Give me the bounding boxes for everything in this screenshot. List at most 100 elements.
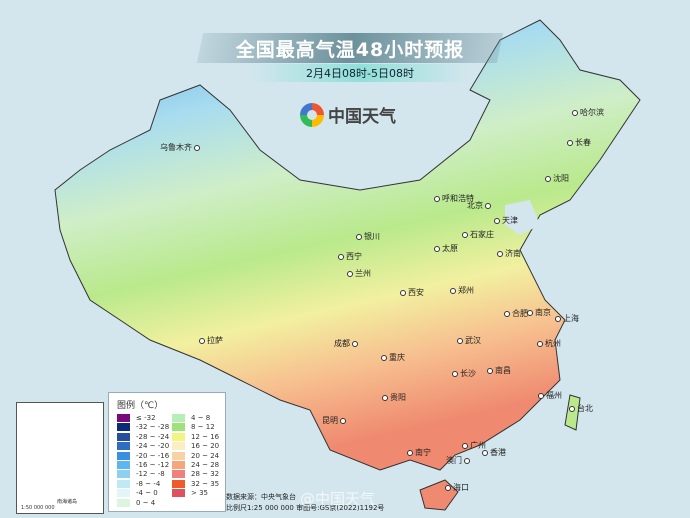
city-name: 杭州 [545, 339, 561, 348]
legend-item: 20 ~ 24 [172, 451, 219, 460]
legend-label: ≤ -32 [136, 414, 156, 422]
city-marker-icon [338, 253, 344, 260]
city-marker-icon [381, 354, 387, 361]
city-label: 兰州 [347, 268, 371, 279]
city-name: 沈阳 [553, 174, 569, 183]
legend-swatch [117, 470, 130, 479]
city-label: 南宁 [407, 447, 431, 458]
city-label: 台北 [569, 403, 593, 414]
time-range: 2月4日08时-5日08时 [306, 67, 414, 80]
city-label: 上海 [555, 313, 579, 324]
inset-label: 南海诸岛 [57, 499, 78, 505]
city-marker-icon [497, 250, 503, 257]
city-name: 武汉 [465, 336, 481, 345]
legend-label: -28 ~ -24 [136, 432, 170, 441]
city-name: 石家庄 [470, 230, 494, 239]
city-marker-icon [462, 231, 468, 238]
legend-swatch [172, 432, 185, 441]
inset-scale: 1:50 000 000 [21, 505, 55, 511]
legend-label: -4 ~ 0 [136, 489, 158, 498]
legend-item: -16 ~ -12 [117, 461, 169, 469]
legend-item: > 35 [172, 489, 208, 498]
legend: 图例（℃） ≤ -32 -32 ~ -28 -28 ~ -24 -24 ~ -20 -2… [108, 392, 226, 512]
legend-item: -20 ~ -16 [117, 451, 170, 460]
legend-label: -24 ~ -20 [136, 442, 170, 451]
city-label: 重庆 [381, 352, 405, 363]
legend-swatch [172, 451, 185, 460]
city-marker-icon [450, 287, 456, 294]
city-label: 济南 [497, 248, 521, 259]
legend-label: 4 ~ 8 [191, 414, 211, 422]
city-label: 武汉 [457, 335, 481, 346]
city-marker-icon [482, 449, 488, 456]
city-marker-icon [545, 175, 551, 182]
city-marker-icon [199, 337, 205, 344]
legend-swatch [172, 414, 185, 422]
legend-swatch [117, 479, 130, 488]
legend-label: > 35 [191, 489, 208, 498]
city-marker-icon [527, 309, 533, 316]
legend-swatch [117, 432, 130, 441]
city-name: 贵阳 [390, 393, 406, 402]
city-marker-icon [462, 442, 468, 449]
legend-item: 0 ~ 4 [117, 498, 155, 507]
city-label: 广州 [462, 440, 486, 451]
city-name: 天津 [502, 216, 518, 225]
city-name: 太原 [442, 244, 458, 253]
city-label: 昆明 [322, 415, 346, 426]
legend-label: -32 ~ -28 [136, 423, 170, 432]
city-name: 银川 [364, 232, 380, 241]
legend-item: -24 ~ -20 [117, 442, 170, 451]
city-name: 南宁 [415, 448, 431, 457]
legend-swatch [117, 451, 130, 460]
city-label: 银川 [356, 231, 380, 242]
city-marker-icon [555, 315, 561, 322]
legend-label: -20 ~ -16 [136, 451, 170, 460]
city-label: 哈尔滨 [572, 107, 604, 118]
city-label: 澳门 [446, 455, 470, 466]
legend-swatch [172, 470, 185, 479]
city-marker-icon [569, 405, 575, 412]
city-marker-icon [572, 109, 578, 116]
legend-item: 28 ~ 32 [172, 470, 219, 479]
city-label: 香港 [482, 447, 506, 458]
city-name: 广州 [470, 441, 486, 450]
city-label: 贵阳 [382, 392, 406, 403]
city-marker-icon [434, 245, 440, 252]
subtitle-banner [250, 64, 470, 82]
legend-label: -12 ~ -8 [136, 470, 165, 479]
city-marker-icon [457, 337, 463, 344]
city-name: 重庆 [389, 353, 405, 362]
legend-swatch [117, 442, 130, 451]
city-name: 兰州 [355, 269, 371, 278]
city-name: 拉萨 [207, 336, 223, 345]
city-name: 成都 [334, 339, 350, 348]
data-source: 数据来源：中央气象台 [226, 493, 296, 501]
city-marker-icon [352, 340, 358, 347]
legend-item: -4 ~ 0 [117, 489, 158, 498]
city-name: 长春 [575, 138, 591, 147]
legend-item: 16 ~ 20 [172, 442, 219, 451]
city-name: 南京 [535, 308, 551, 317]
brand-logo: 中国天气 [300, 102, 396, 127]
city-label: 海口 [445, 482, 469, 493]
city-name: 乌鲁木齐 [160, 143, 192, 152]
legend-swatch [172, 461, 185, 469]
city-name: 西宁 [346, 252, 362, 261]
map-scale: 比例尺1:25 000 000 审图号:GS京(2022)1192号 [226, 504, 385, 512]
brand-name: 中国天气 [328, 107, 396, 127]
city-name: 香港 [490, 448, 506, 457]
city-marker-icon [434, 195, 440, 202]
legend-label: -8 ~ -4 [136, 479, 161, 488]
logo-icon [300, 102, 324, 127]
city-label: 郑州 [450, 285, 474, 296]
city-name: 合肥 [512, 309, 528, 318]
legend-item: ≤ -32 [117, 414, 156, 422]
legend-item: 32 ~ 35 [172, 479, 219, 488]
city-name: 哈尔滨 [580, 108, 604, 117]
city-marker-icon [537, 340, 543, 347]
legend-label: -16 ~ -12 [136, 461, 170, 469]
city-marker-icon [487, 367, 493, 374]
city-label: 乌鲁木齐 [160, 142, 200, 153]
